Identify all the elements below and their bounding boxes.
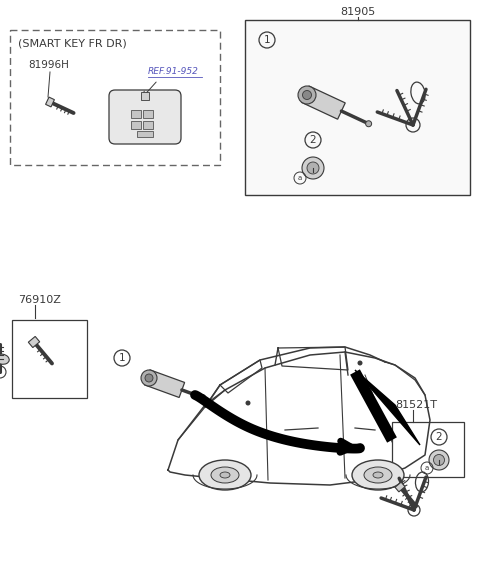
Bar <box>392 422 464 477</box>
Text: a: a <box>298 175 302 181</box>
Text: 81521T: 81521T <box>395 400 437 410</box>
Ellipse shape <box>352 460 404 490</box>
Bar <box>131 121 141 129</box>
Text: 76910Z: 76910Z <box>18 295 61 305</box>
Text: (SMART KEY FR DR): (SMART KEY FR DR) <box>18 39 127 49</box>
Circle shape <box>358 360 362 366</box>
Circle shape <box>145 374 153 382</box>
Ellipse shape <box>373 472 383 478</box>
Text: 2: 2 <box>436 432 442 442</box>
Polygon shape <box>395 482 405 492</box>
Text: 81996H: 81996H <box>28 60 69 70</box>
Text: REF.91-952: REF.91-952 <box>148 67 199 77</box>
FancyBboxPatch shape <box>109 90 181 144</box>
Ellipse shape <box>0 354 9 364</box>
Polygon shape <box>144 370 185 397</box>
Circle shape <box>141 370 157 386</box>
Text: a: a <box>425 465 429 471</box>
Circle shape <box>302 157 324 179</box>
Circle shape <box>302 91 312 99</box>
Text: 1: 1 <box>119 353 125 363</box>
Ellipse shape <box>199 460 251 490</box>
Ellipse shape <box>364 467 392 483</box>
Text: 1: 1 <box>264 35 270 45</box>
Polygon shape <box>355 370 420 445</box>
Bar <box>245 20 470 195</box>
Circle shape <box>245 401 251 405</box>
Text: 81905: 81905 <box>340 7 375 17</box>
Bar <box>137 131 153 137</box>
Ellipse shape <box>220 472 230 478</box>
Bar <box>12 320 87 398</box>
Circle shape <box>307 162 319 174</box>
Circle shape <box>200 394 205 401</box>
Polygon shape <box>46 97 54 107</box>
Text: 2: 2 <box>310 135 316 145</box>
Bar <box>143 110 153 118</box>
Bar <box>141 92 149 100</box>
Polygon shape <box>28 336 40 347</box>
Bar <box>131 110 141 118</box>
Circle shape <box>429 450 449 470</box>
Polygon shape <box>301 86 345 119</box>
Circle shape <box>298 86 316 104</box>
Circle shape <box>433 455 444 466</box>
Bar <box>143 121 153 129</box>
Ellipse shape <box>211 467 239 483</box>
Circle shape <box>366 121 372 127</box>
